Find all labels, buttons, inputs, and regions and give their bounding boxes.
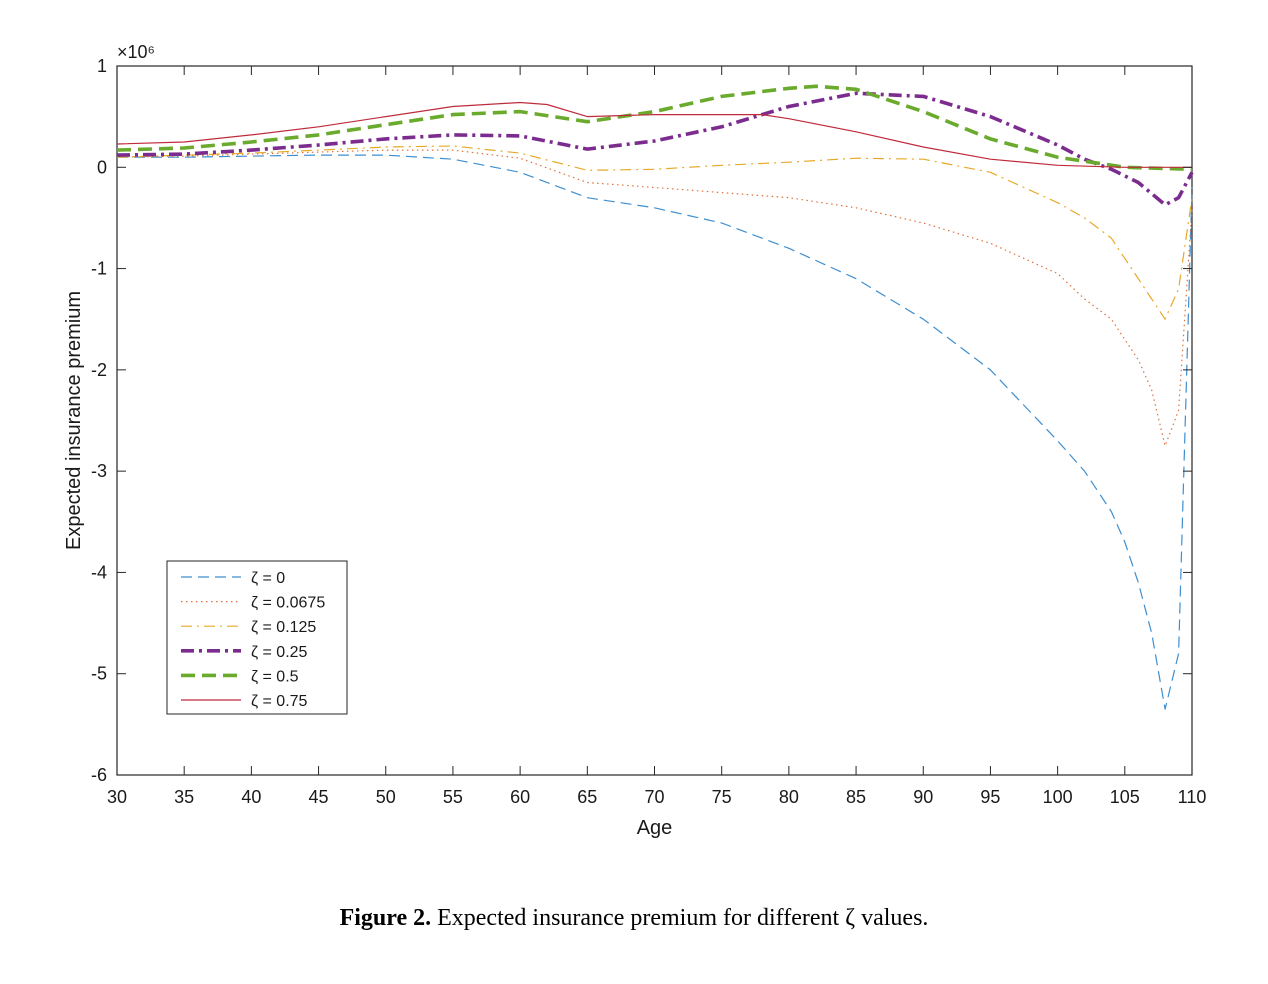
figure-caption: Figure 2. Expected insurance premium for… — [0, 905, 1268, 932]
x-tick-label: 95 — [980, 787, 1000, 807]
series-layer — [116, 84, 1194, 710]
series-line — [116, 101, 1192, 168]
y-tick-label: 0 — [97, 157, 107, 177]
legend-entry-label: ζ = 0.5 — [251, 668, 299, 685]
x-tick-label: 70 — [644, 787, 664, 807]
series-line — [116, 84, 1193, 172]
y-tick-label: -6 — [91, 765, 107, 785]
x-tick-label: 30 — [107, 787, 127, 807]
x-tick-label: 105 — [1110, 787, 1140, 807]
legend-entry-label: ζ = 0 — [251, 570, 285, 587]
caption-text: Expected insurance premium for different… — [437, 905, 929, 931]
x-tick-label: 50 — [376, 787, 396, 807]
legend-entry-label: ζ = 0.75 — [251, 693, 308, 710]
legend-entry-label: ζ = 0.0675 — [251, 595, 325, 612]
x-tick-label: 75 — [712, 787, 732, 807]
ticks: 30 35 40 45 50 55 60 65 70 75 80 85 90 95 100 105 110 1 0 -… — [91, 56, 1206, 807]
x-axis-label: Age — [637, 817, 673, 839]
x-tick-label: 90 — [913, 787, 933, 807]
line-chart: 30 35 40 45 50 55 60 65 70 75 80 85 90 95 100 105 110 1 0 -… — [63, 42, 1206, 839]
y-tick-label: 1 — [97, 56, 107, 76]
x-tick-label: 40 — [241, 787, 261, 807]
caption-label: Figure 2. — [339, 905, 432, 931]
legend-entry-label: ζ = 0.25 — [251, 644, 308, 661]
x-tick-label: 80 — [779, 787, 799, 807]
x-tick-label: 55 — [443, 787, 463, 807]
x-tick-label: 65 — [577, 787, 597, 807]
legend: ζ = 0 ζ = 0.0675 ζ = 0.125 ζ = 0.25 ζ = 0.5 ζ… — [166, 560, 348, 715]
y-tick-label: -2 — [91, 360, 107, 380]
series-line — [117, 154, 1193, 710]
y-tick-label: -4 — [91, 562, 107, 582]
x-tick-label: 110 — [1178, 787, 1207, 807]
series-line — [116, 149, 1193, 447]
series-line — [116, 145, 1193, 320]
series-line — [116, 91, 1194, 207]
y-tick-label: -3 — [91, 461, 107, 481]
y-axis-label: Expected insurance premium — [63, 291, 85, 550]
x-tick-label: 35 — [174, 787, 194, 807]
y-axis-exponent: ×10⁶ — [117, 42, 155, 62]
x-tick-label: 85 — [846, 787, 866, 807]
legend-entry-label: ζ = 0.125 — [251, 619, 316, 636]
y-tick-label: -5 — [91, 664, 107, 684]
x-tick-label: 60 — [510, 787, 530, 807]
x-tick-label: 100 — [1043, 787, 1073, 807]
legend-box — [166, 560, 348, 715]
y-tick-label: -1 — [91, 259, 107, 279]
x-tick-label: 45 — [309, 787, 329, 807]
